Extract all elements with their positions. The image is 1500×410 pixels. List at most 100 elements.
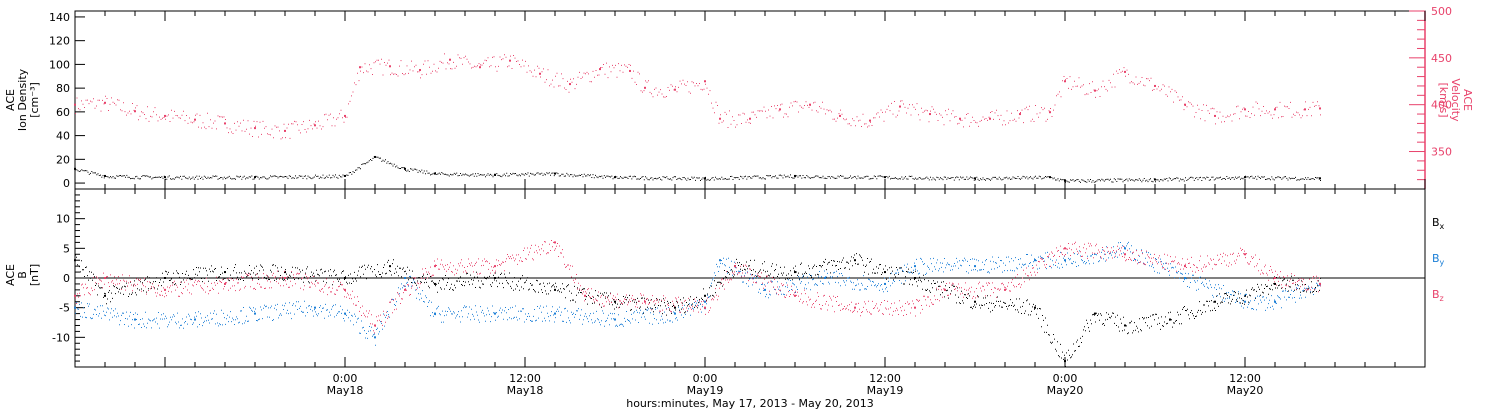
by-series-point [374,336,376,339]
velocity-series-point [1064,80,1066,83]
time-tick-label: 12:00 [509,372,541,385]
bz-series-point [1124,253,1126,256]
velocity-series-point [479,66,481,69]
bx-series-point [224,271,226,274]
by-series-scatter [75,241,1321,346]
date-tick-label: May18 [327,384,364,397]
velocity-series-point [194,118,196,121]
b-tick-label: -5 [59,302,70,315]
velocity-series-point [419,69,421,72]
velocity-series-point [629,69,631,72]
by-series-point [554,312,556,315]
density-series-point [794,174,796,177]
velocity-series-point [989,117,991,120]
bx-series [74,253,1321,367]
density-series-point [254,176,256,179]
bz-series-point [224,282,226,285]
velocity-series-point [254,127,256,130]
by-series-point [704,300,706,303]
bx-series-point [794,271,796,274]
density-series-point [1319,177,1321,180]
bz-series-point [164,288,166,291]
density-tick-label: 140 [49,11,70,24]
velocity-series-point [509,59,511,62]
velocity-series-point [1319,107,1321,110]
bx-series-point [1094,312,1096,315]
velocity-series-point [869,119,871,122]
bz-series-point [74,294,76,297]
density-series-point [974,177,976,180]
density-tick-label: 40 [56,130,70,143]
density-velocity-panel: 0 20 40 60 80 100 120 140 350 400 450 500 ACEIon Den… [4,5,1474,190]
velocity-tick-label: 450 [1431,52,1452,65]
by-series-point [314,306,316,309]
bz-series-point [404,288,406,291]
bz-series-point [644,300,646,303]
b-axis-label: ACEB[nT] [4,264,41,286]
velocity-series-point [1214,114,1216,117]
bz-series-point [284,277,286,279]
time-tick-label: 12:00 [869,372,901,385]
bx-series-point [1274,282,1276,285]
by-series-point [884,282,886,285]
bx-series-point [284,271,286,274]
density-series-point [434,172,436,175]
date-tick-label: May20 [1227,384,1264,397]
magnetic-field-panel: -10 -5 0 5 10 ACEB[nT] Bx By Bz [4,188,1445,368]
velocity-series-point [569,83,571,86]
velocity-tick-label: 400 [1431,99,1452,112]
bz-series-point [494,265,496,268]
by-series-point [134,318,136,321]
bx-series-point [1034,306,1036,309]
density-tick-label: 0 [63,177,70,190]
bz-series-point [1319,282,1321,285]
time-tick-label: 0:00 [333,372,358,385]
density-series-point [74,167,76,170]
velocity-series-point [899,105,901,108]
velocity-series-point [1274,108,1276,111]
by-series-point [254,312,256,315]
velocity-series-point [104,101,106,104]
bz-series-point [344,288,346,291]
by-series-point [614,318,616,321]
velocity-series-point [1049,111,1051,114]
density-series [74,155,1321,183]
bz-series-point [1244,253,1246,256]
velocity-series-point [704,80,706,83]
density-series-point [614,176,616,179]
bx-series-point [614,300,616,303]
velocity-series [74,53,1321,140]
by-series-point [1274,300,1276,303]
velocity-series-point [164,114,166,117]
bx-series-point [74,259,76,262]
legend-by: By [1432,252,1445,267]
density-tick-label: 100 [49,58,70,71]
velocity-series-point [839,114,841,117]
bx-series-point [1124,324,1126,327]
b-tick-label: 5 [63,242,70,255]
velocity-series-point [1244,108,1246,111]
bz-series-point [704,306,706,309]
velocity-series-point [1184,103,1186,106]
bz-series-point [854,306,856,309]
velocity-series-point [644,86,646,89]
velocity-series-point [1124,70,1126,73]
velocity-series-point [314,124,316,127]
bz-series-point [434,265,436,268]
time-axis-labels: 0:00May1812:00May180:00May1912:00May190:… [74,11,1426,397]
density-series-point [494,173,496,176]
bx-series-point [344,277,346,279]
velocity-series-point [779,108,781,111]
time-tick-label: 0:00 [693,372,718,385]
velocity-series-point [929,113,931,116]
velocity-series-point [74,103,76,106]
bx-series-point [854,259,856,262]
by-series-point [914,265,916,268]
bz-series-point [1184,265,1186,268]
bz-series [74,240,1321,334]
density-series-point [1244,176,1246,179]
velocity-series-point [344,114,346,117]
by-series-point [404,277,406,279]
bx-series-point [674,306,676,309]
velocity-series-point [719,117,721,120]
